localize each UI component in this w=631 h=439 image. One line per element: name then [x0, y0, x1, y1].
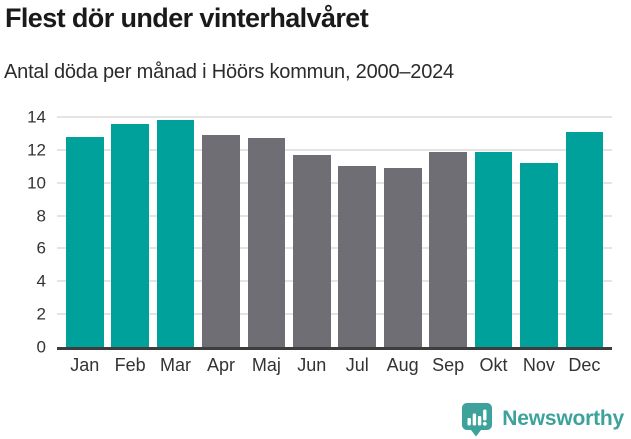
bar-cell-aug	[380, 117, 425, 347]
bar-cell-nov	[516, 117, 561, 347]
gridline-2	[57, 313, 612, 316]
x-tick-label-jul: Jul	[345, 355, 369, 375]
newsworthy-logo-icon	[462, 403, 493, 437]
bar-cell-mar	[153, 117, 198, 347]
y-tick-label-12: 12	[27, 140, 46, 160]
brand-name: Newsworthy	[502, 407, 624, 430]
gridline-10	[57, 181, 612, 184]
bar-mar	[156, 120, 195, 347]
bar-maj	[247, 138, 286, 347]
gridline-6	[57, 247, 612, 250]
bar-cell-feb	[107, 117, 152, 347]
chart-title: Flest dör under vinterhalvåret	[5, 3, 369, 33]
y-tick-label-14: 14	[27, 107, 46, 127]
bar-series	[57, 117, 612, 347]
x-tick-label-aug: Aug	[386, 355, 419, 375]
bar-apr	[202, 135, 240, 347]
bar-cell-dec	[562, 117, 607, 347]
bar-cell-sep	[425, 117, 470, 347]
x-tick-label-apr: Apr	[206, 355, 235, 375]
bar-cell-jul	[335, 117, 380, 347]
bar-cell-apr	[198, 117, 243, 347]
x-tick-label-feb: Feb	[114, 355, 146, 375]
bar-okt	[474, 151, 513, 347]
y-tick-label-6: 6	[36, 238, 46, 258]
x-axis: Jan Feb Mar Apr Maj Jun Jul Aug Sep Okt Nov Dec	[57, 355, 612, 376]
bar-nov	[520, 163, 558, 347]
bar-cell-jun	[289, 117, 334, 347]
x-tick-label-mar: Mar	[160, 355, 192, 375]
x-tick-label-jan: Jan	[70, 355, 100, 375]
bar-dec	[565, 131, 604, 347]
plot-area	[57, 116, 612, 350]
x-tick-label-sep: Sep	[432, 355, 465, 375]
bar-jun	[292, 154, 331, 347]
y-axis: 0 2 4 6 8 10 12 14	[0, 109, 57, 356]
y-tick-label-10: 10	[27, 173, 46, 193]
chart-subtitle: Antal döda per månad i Höörs kommun, 200…	[4, 61, 454, 83]
x-tick-label-okt: Okt	[479, 355, 508, 375]
gridlines	[57, 116, 612, 347]
gridline-12	[57, 148, 612, 151]
bar-cell-maj	[244, 117, 289, 347]
brand-footer: Newsworthy	[460, 401, 624, 437]
bar-sep	[429, 151, 467, 347]
x-tick-label-nov: Nov	[522, 355, 555, 375]
gridline-8	[57, 214, 612, 217]
bar-cell-okt	[471, 117, 516, 347]
bar-cell-jan	[62, 117, 107, 347]
bar-jan	[65, 136, 104, 347]
y-tick-label-4: 4	[36, 271, 46, 291]
y-tick-label-2: 2	[36, 304, 46, 324]
x-tick-label-maj: Maj	[251, 355, 281, 375]
gridline-4	[57, 280, 612, 283]
y-tick-label-8: 8	[36, 206, 46, 226]
x-tick-label-jun: Jun	[297, 355, 327, 375]
bar-aug	[383, 167, 422, 347]
bar-jul	[338, 166, 377, 347]
x-tick-label-dec: Dec	[568, 355, 601, 375]
bar-feb	[111, 123, 149, 347]
y-tick-label-0: 0	[36, 337, 46, 357]
gridline-14	[57, 116, 612, 118]
